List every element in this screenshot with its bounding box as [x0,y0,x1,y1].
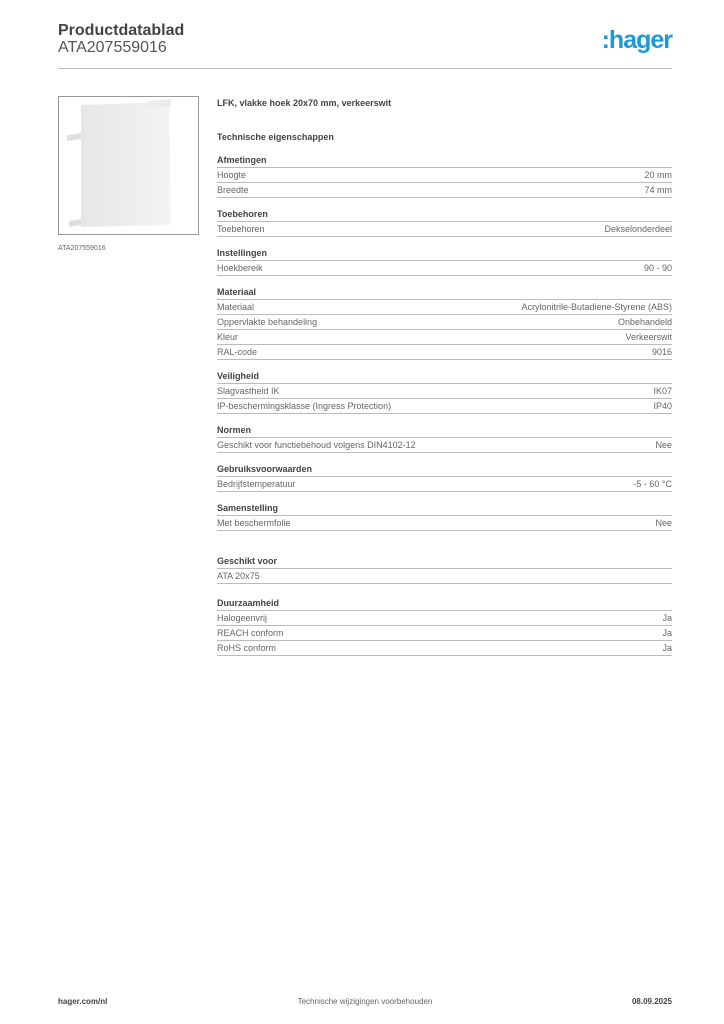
image-caption: ATA207559016 [58,245,106,252]
page-title: Productdatablad [58,22,185,39]
spec-label: Breedte [217,185,249,195]
spec-label: Hoogte [217,170,247,180]
spec-section: Afmetingen Hoogte 20 mm Breedte 74 mm [217,154,672,198]
specifications: LFK, vlakke hoek 20x70 mm, verkeerswit T… [217,96,672,656]
spec-value: Acrylonitrile-Butadiene-Styrene (ABS) [521,302,672,312]
spec-section: Materiaal Materiaal Acrylonitrile-Butadien… [217,286,672,360]
spec-row: IP-beschermingsklasse (Ingress Protectio… [217,399,672,414]
spec-value: Nee [655,440,672,450]
spec-value: 20 mm [644,170,672,180]
spec-section: Veiligheid Slagvastheid IK IK07 IP-bescherm… [217,370,672,414]
section-heading: Gebruiksvoorwaarden [217,463,672,477]
spec-row: Breedte 74 mm [217,183,672,198]
spec-row: REACH conform Ja [217,626,672,641]
product-image-drawing [67,99,171,227]
header-divider [58,68,672,69]
spec-value: Dekselonderdeel [604,224,672,234]
spec-row: Halogeenvrij Ja [217,611,672,626]
product-title: LFK, vlakke hoek 20x70 mm, verkeerswit [217,98,392,108]
spec-value: Ja [662,643,672,653]
spec-value: Nee [655,518,672,528]
spec-label: Oppervlakte behandeling [217,317,318,327]
spec-value: Ja [662,613,672,623]
spec-label: IP-beschermingsklasse (Ingress Protectio… [217,401,392,411]
spec-label: RoHS conform [217,643,277,653]
spec-value: Verkeerswit [625,332,672,342]
section-heading: Toebehoren [217,208,672,222]
spec-row: Met beschermfolie Nee [217,516,672,531]
spec-value: IK07 [653,386,672,396]
spec-label: Hoekbereik [217,263,263,273]
section-heading: Samenstelling [217,502,672,516]
section-heading: Afmetingen [217,154,672,168]
spec-value: Onbehandeld [617,317,672,327]
spec-row: Oppervlakte behandeling Onbehandeld [217,315,672,330]
spec-row: Bedrijfstemperatuur -5 - 60 °C [217,477,672,492]
spec-row: Toebehoren Dekselonderdeel [217,222,672,237]
section-heading: Instellingen [217,247,672,261]
spec-row: Kleur Verkeerswit [217,330,672,345]
section-heading: Duurzaamheid [217,597,672,611]
spec-label: Toebehoren [217,224,265,234]
footer-notice: Technische wijzigingen voorbehouden [297,997,433,1006]
spec-label: ATA 20x75 [217,571,260,581]
section-heading: Veiligheid [217,370,672,384]
spec-label: Materiaal [217,302,255,312]
spec-section: Normen Geschikt voor functiebehoud volgen… [217,424,672,453]
spec-label: Bedrijfstemperatuur [217,479,296,489]
spec-value: 90 - 90 [643,263,672,273]
spec-label: Halogeenvrij [217,613,268,623]
product-image [58,96,199,235]
spec-row: ATA 20x75 [217,569,672,584]
spec-row: Geschikt voor functiebehoud volgens DIN4… [217,438,672,453]
spec-section: Toebehoren Toebehoren Dekselonderdeel [217,208,672,237]
spec-row: RAL-code 9016 [217,345,672,360]
spec-value: 9016 [651,347,672,357]
spec-row: Hoekbereik 90 - 90 [217,261,672,276]
spec-section: Samenstelling Met beschermfolie Nee [217,502,672,531]
section-heading: Normen [217,424,672,438]
spec-row: Materiaal Acrylonitrile-Butadiene-Styrene… [217,300,672,315]
section-heading: Materiaal [217,286,672,300]
footer: hager.com/nl Technische wijzigingen voor… [58,997,672,1009]
spec-label: Slagvastheid IK [217,386,280,396]
footer-date: 08.09.2025 [631,997,672,1006]
spec-label: RAL-code [217,347,258,357]
spec-label: Geschikt voor functiebehoud volgens DIN4… [217,440,416,450]
spec-label: Kleur [217,332,239,342]
article-number: ATA207559016 [58,39,167,56]
spec-row: Hoogte 20 mm [217,168,672,183]
spec-label: Met beschermfolie [217,518,291,528]
section-heading: Geschikt voor [217,555,672,569]
spec-value: IP40 [653,401,672,411]
spec-value: Ja [662,628,672,638]
spec-label: REACH conform [217,628,284,638]
spec-section: Instellingen Hoekbereik 90 - 90 [217,247,672,276]
tech-heading: Technische eigenschappen [217,132,334,142]
spec-sections: Afmetingen Hoogte 20 mm Breedte 74 mm Toebeho… [217,154,672,656]
spec-row: Slagvastheid IK IK07 [217,384,672,399]
spec-section: Geschikt voor ATA 20x75 [217,555,672,584]
spec-row: RoHS conform Ja [217,641,672,656]
spec-value: -5 - 60 °C [633,479,672,489]
spec-value: 74 mm [644,185,672,195]
spec-section: Duurzaamheid Halogeenvrij Ja REACH conform J… [217,597,672,656]
spec-section: Gebruiksvoorwaarden Bedrijfstemperatuur -5… [217,463,672,492]
hager-logo: :hager [601,26,673,54]
footer-website[interactable]: hager.com/nl [58,997,108,1006]
